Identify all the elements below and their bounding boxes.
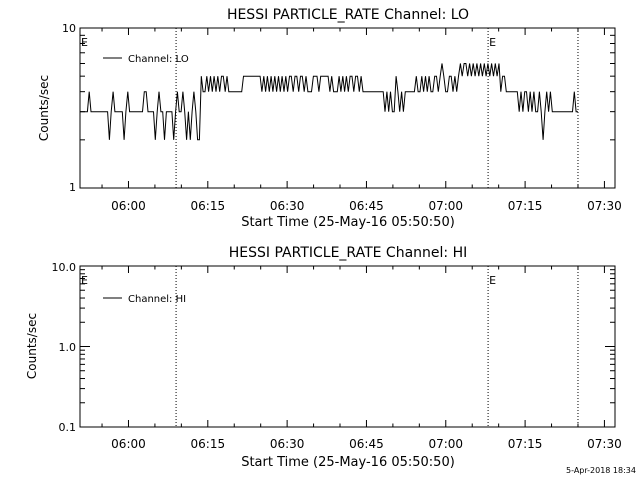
panel-hi-title: HESSI PARTICLE_RATE Channel: HI (229, 245, 467, 261)
event-marker-label: E (489, 274, 496, 287)
x-tick-label: 06:15 (191, 437, 226, 451)
x-tick-label: 07:30 (587, 437, 622, 451)
panel-lo-ticks: 06:00 06:15 06:30 06:45 07:00 07:15 07:30 (80, 28, 622, 213)
x-tick-label: 07:15 (508, 199, 543, 213)
x-tick-label: 06:15 (191, 199, 226, 213)
panel-hi-xlabel: Start Time (25-May-16 05:50:50) (241, 455, 455, 470)
event-marker-label: E (81, 274, 88, 287)
panel-hi-legend: Channel: HI (103, 294, 186, 305)
x-tick-label: 07:30 (587, 199, 622, 213)
x-tick-label: 06:00 (111, 199, 146, 213)
x-tick-label: 07:00 (428, 199, 463, 213)
panel-lo-y-tick-label: 10 (62, 22, 76, 35)
panel-lo-title: HESSI PARTICLE_RATE Channel: LO (227, 7, 469, 23)
panel-lo-y-tick-label: 1 (69, 181, 76, 194)
panel-lo-xlabel: Start Time (25-May-16 05:50:50) (241, 215, 455, 230)
panel-hi-y-tick-label: 10.0 (52, 261, 77, 274)
panel-hi-frame (79, 265, 616, 428)
x-tick-label: 06:00 (111, 437, 146, 451)
footer-timestamp: 5-Apr-2018 18:34 (566, 466, 636, 475)
x-tick-label: 07:15 (508, 437, 543, 451)
event-marker-label: E (81, 36, 88, 49)
panel-hi-ylabel: Counts/sec (25, 313, 39, 379)
x-tick-label: 07:00 (428, 437, 463, 451)
x-tick-label: 06:30 (270, 437, 305, 451)
legend-lo-label: Channel: LO (128, 54, 189, 65)
panel-hi-y-tick-label: 1.0 (59, 341, 77, 354)
legend-hi-label: Channel: HI (128, 294, 186, 305)
panel-lo-legend: Channel: LO (103, 54, 189, 65)
x-tick-label: 06:45 (349, 199, 384, 213)
x-tick-label: 06:45 (349, 437, 384, 451)
event-marker-label: E (489, 36, 496, 49)
panel-lo-ylabel: Counts/sec (37, 75, 51, 141)
panel-hi-y-tick-label: 0.1 (59, 421, 77, 434)
panel-hi-ticks: 06:00 06:15 06:30 06:45 07:00 07:15 07:30 (80, 266, 622, 451)
lo-series-line (80, 63, 578, 141)
x-tick-label: 06:30 (270, 199, 305, 213)
panel-lo-frame (79, 27, 616, 189)
